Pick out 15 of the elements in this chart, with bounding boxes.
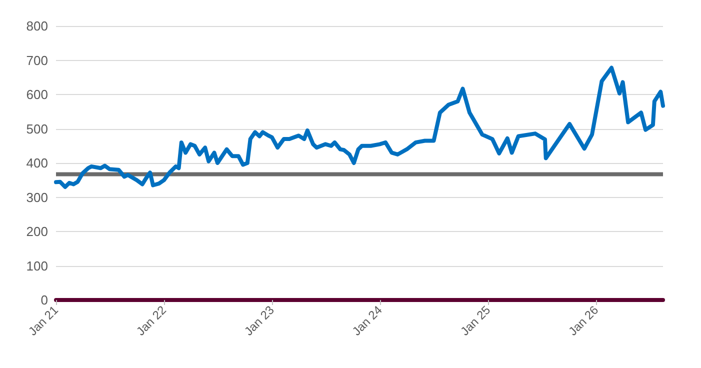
x-tick-label: Jan 22	[134, 302, 170, 338]
y-tick-label: 0	[40, 292, 48, 308]
line-series	[54, 66, 665, 189]
y-tick-label: 800	[26, 18, 48, 34]
x-tick-label: Jan 24	[350, 302, 386, 338]
y-tick-label: 500	[26, 121, 48, 136]
x-tick-label: Jan 23	[242, 302, 278, 338]
y-tick-label: 600	[26, 87, 48, 102]
y-tick-label: 700	[26, 52, 48, 68]
x-tick-label: Jan 25	[458, 302, 494, 338]
y-tick-label: 400	[26, 156, 48, 170]
y-tick-label: 100	[26, 258, 48, 274]
y-tick-label: 300	[26, 190, 48, 205]
x-tick-label: Jan 26	[566, 302, 602, 338]
y-tick-label: 200	[26, 224, 48, 239]
